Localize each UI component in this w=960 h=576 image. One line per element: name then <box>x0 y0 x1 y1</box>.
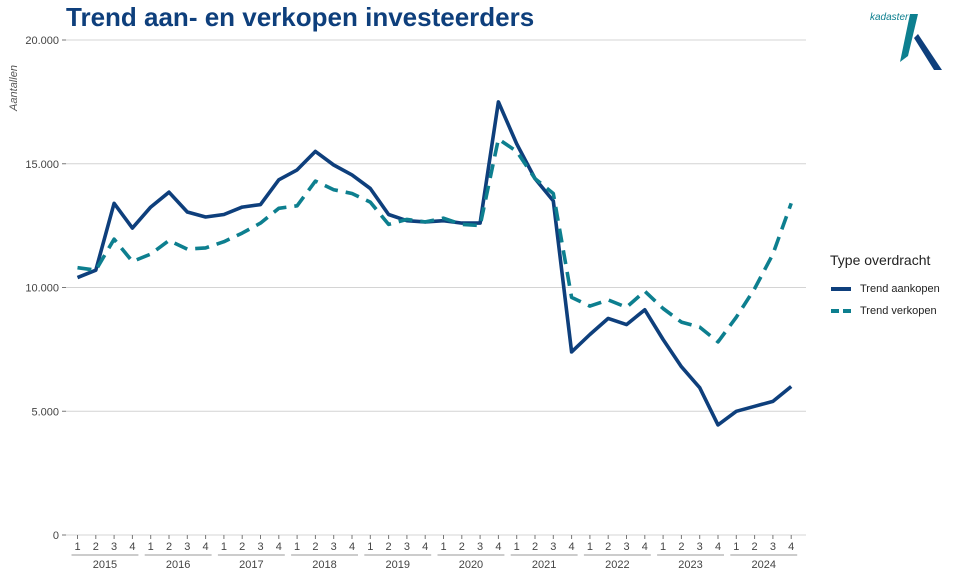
kadaster-logo: kadaster <box>858 8 948 76</box>
x-quarter-label: 2 <box>459 541 465 553</box>
logo-text: kadaster <box>870 12 909 23</box>
x-quarter-label: 3 <box>550 541 556 553</box>
y-tick-label: 5.000 <box>31 406 59 418</box>
legend-swatch-verkopen <box>831 309 851 313</box>
x-year-label: 2020 <box>459 559 483 571</box>
x-quarter-label: 1 <box>440 541 446 553</box>
x-quarter-label: 4 <box>715 541 721 553</box>
x-quarter-label: 1 <box>74 541 80 553</box>
x-year-label: 2019 <box>386 559 410 571</box>
x-quarter-label: 1 <box>587 541 593 553</box>
legend-item-aankopen: Trend aankopen <box>830 278 940 300</box>
series-line-verkopen <box>77 137 793 344</box>
x-quarter-label: 2 <box>312 541 318 553</box>
x-quarter-label: 1 <box>660 541 666 553</box>
legend-item-verkopen: Trend verkopen <box>830 300 940 322</box>
y-axis-title: Aantallen <box>8 65 20 112</box>
y-tick-label: 20.000 <box>25 35 59 47</box>
x-quarter-label: 3 <box>184 541 190 553</box>
x-quarter-label: 1 <box>221 541 227 553</box>
x-year-label: 2023 <box>678 559 702 571</box>
x-quarter-label: 1 <box>294 541 300 553</box>
y-tick-label: 0 <box>53 530 59 542</box>
x-year-label: 2024 <box>752 559 776 571</box>
x-quarter-label: 3 <box>331 541 337 553</box>
x-quarter-label: 2 <box>752 541 758 553</box>
x-quarter-label: 2 <box>239 541 245 553</box>
x-quarter-label: 3 <box>257 541 263 553</box>
x-quarter-label: 3 <box>770 541 776 553</box>
x-quarter-label: 2 <box>532 541 538 553</box>
x-quarter-label: 3 <box>697 541 703 553</box>
x-quarter-label: 4 <box>788 541 794 553</box>
x-quarter-label: 1 <box>733 541 739 553</box>
y-tick-label: 15.000 <box>25 159 59 171</box>
x-quarter-label: 2 <box>678 541 684 553</box>
legend: Type overdracht Trend aankopen Trend ver… <box>830 252 940 322</box>
x-quarter-label: 3 <box>623 541 629 553</box>
x-year-label: 2021 <box>532 559 556 571</box>
x-quarter-label: 4 <box>129 541 135 553</box>
y-tick-label: 10.000 <box>25 283 59 295</box>
x-quarter-label: 2 <box>605 541 611 553</box>
legend-label-aankopen: Trend aankopen <box>860 283 940 295</box>
x-year-label: 2016 <box>166 559 190 571</box>
legend-swatch-aankopen <box>831 287 851 291</box>
x-quarter-label: 4 <box>495 541 501 553</box>
x-quarter-label: 4 <box>349 541 355 553</box>
x-quarter-label: 3 <box>477 541 483 553</box>
x-quarter-label: 4 <box>203 541 209 553</box>
x-quarter-label: 3 <box>404 541 410 553</box>
x-quarter-label: 2 <box>386 541 392 553</box>
legend-title: Type overdracht <box>830 252 931 268</box>
x-quarter-label: 1 <box>514 541 520 553</box>
x-quarter-label: 2 <box>166 541 172 553</box>
legend-label-verkopen: Trend verkopen <box>860 305 937 317</box>
chart-title: Trend aan- en verkopen investeerders <box>66 2 535 32</box>
x-year-label: 2018 <box>312 559 336 571</box>
x-quarter-label: 4 <box>642 541 648 553</box>
x-quarter-label: 1 <box>148 541 154 553</box>
x-quarter-label: 3 <box>111 541 117 553</box>
x-quarter-label: 1 <box>367 541 373 553</box>
x-quarter-label: 4 <box>422 541 428 553</box>
x-year-label: 2022 <box>605 559 629 571</box>
x-quarter-label: 2 <box>93 541 99 553</box>
x-quarter-label: 4 <box>569 541 575 553</box>
x-quarter-label: 4 <box>276 541 282 553</box>
x-year-label: 2015 <box>93 559 117 571</box>
series-line-aankopen <box>76 100 793 427</box>
x-year-label: 2017 <box>239 559 263 571</box>
